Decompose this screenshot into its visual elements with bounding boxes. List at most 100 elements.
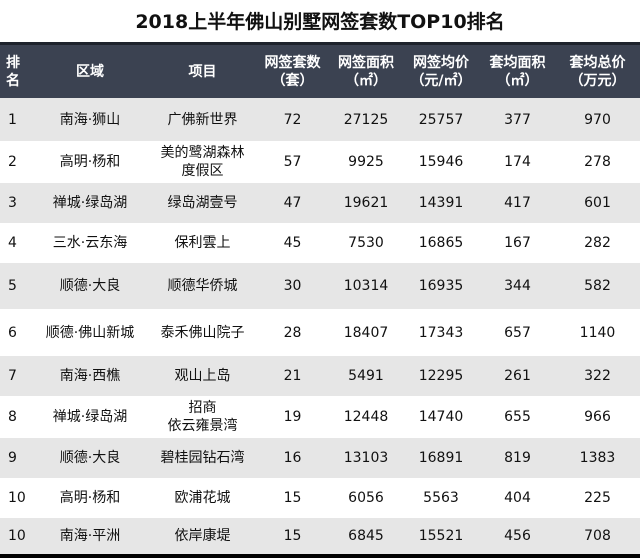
cell-units: 15 (255, 478, 330, 518)
cell-avg-area: 167 (480, 223, 555, 263)
cell-area: 禅城·绿岛湖 (30, 183, 150, 223)
cell-rank: 2 (0, 141, 30, 183)
header-text: 名 (6, 72, 20, 89)
header-text: 项目 (188, 63, 217, 80)
table-row: 9 顺德·大良 碧桂园钻石湾 16 13103 16891 819 1383 (0, 438, 640, 478)
cell-avg-area: 456 (480, 518, 555, 558)
header-text: 套均总价 (569, 54, 626, 71)
table-row: 1 南海·狮山 广佛新世界 72 27125 25757 377 970 (0, 98, 640, 141)
cell-project: 广佛新世界 (150, 98, 255, 141)
cell-rank: 9 (0, 438, 30, 478)
header-text: 网签面积 (338, 54, 394, 71)
cell-text: 观山上岛 (174, 368, 231, 384)
cell-rank: 1 (0, 98, 30, 141)
cell-sign-area: 13103 (330, 438, 402, 478)
cell-rank: 8 (0, 396, 30, 438)
header-row: 排名区域 项目 网签套数 （套） 网签面积 （㎡） 网签均价 （元/㎡） 套均面积 （㎡） 套均总价… (0, 42, 640, 98)
cell-units: 30 (255, 263, 330, 309)
header-text: （㎡） (345, 72, 387, 89)
cell-area: 高明·杨和 (30, 478, 150, 518)
header-text: 套均面积 (489, 54, 546, 71)
cell-area: 南海·西樵 (30, 356, 150, 396)
table-row: 6 顺德·佛山新城 泰禾佛山院子 28 18407 17343 657 1140 (0, 309, 640, 356)
cell-rank: 10 (0, 478, 30, 518)
header-sign-area: 网签面积 （㎡） (330, 42, 402, 98)
header-avg-area: 套均面积 （㎡） (480, 42, 555, 98)
cell-text: 依云雍景湾 (167, 418, 238, 434)
cell-project: 绿岛湖壹号 (150, 183, 255, 223)
header-text: （套） (271, 72, 314, 89)
cell-sign-area: 18407 (330, 309, 402, 356)
cell-avg-total: 708 (555, 518, 640, 558)
cell-project: 顺德华侨城 (150, 263, 255, 309)
cell-sign-area: 9925 (330, 141, 402, 183)
cell-project: 依岸康堤 (150, 518, 255, 558)
cell-units: 72 (255, 98, 330, 141)
header-text: 网签套数 (264, 54, 321, 71)
cell-units: 19 (255, 396, 330, 438)
page-title: 2018上半年佛山别墅网签套数TOP10排名 (135, 11, 505, 33)
cell-text: 依岸康堤 (174, 528, 231, 544)
cell-avg-total: 322 (555, 356, 640, 396)
cell-avg-area: 657 (480, 309, 555, 356)
cell-project: 保利雲上 (150, 223, 255, 263)
header-text: 区域 (76, 63, 104, 80)
cell-avg-price: 15946 (402, 141, 480, 183)
cell-sign-area: 12448 (330, 396, 402, 438)
cell-avg-price: 16935 (402, 263, 480, 309)
cell-avg-total: 966 (555, 396, 640, 438)
table-row: 2 高明·杨和 美的鹭湖森林 度假区 57 9925 15946 174 278 (0, 141, 640, 183)
cell-project: 欧浦花城 (150, 478, 255, 518)
cell-units: 47 (255, 183, 330, 223)
cell-avg-area: 261 (480, 356, 555, 396)
cell-units: 16 (255, 438, 330, 478)
table-row: 10 高明·杨和 欧浦花城 15 6056 5563 404 225 (0, 478, 640, 518)
cell-avg-area: 174 (480, 141, 555, 183)
cell-text: 顺德华侨城 (167, 278, 238, 294)
cell-rank: 6 (0, 309, 30, 356)
table-row: 7 南海·西樵 观山上岛 21 5491 12295 261 322 (0, 356, 640, 396)
cell-units: 15 (255, 518, 330, 558)
table-row: 3 禅城·绿岛湖 绿岛湖壹号 47 19621 14391 417 601 (0, 183, 640, 223)
cell-units: 21 (255, 356, 330, 396)
cell-text: 度假区 (181, 163, 224, 179)
cell-project: 泰禾佛山院子 (150, 309, 255, 356)
cell-text: 广佛新世界 (167, 111, 238, 128)
cell-units: 57 (255, 141, 330, 183)
cell-avg-area: 655 (480, 396, 555, 438)
cell-sign-area: 19621 (330, 183, 402, 223)
cell-rank: 3 (0, 183, 30, 223)
header-area: 区域 (30, 42, 150, 98)
header-project: 项目 (150, 42, 255, 98)
cell-rank: 7 (0, 356, 30, 396)
table-row: 5 顺德·大良 顺德华侨城 30 10314 16935 344 582 (0, 263, 640, 309)
cell-project: 招商 依云雍景湾 (150, 396, 255, 438)
cell-avg-area: 417 (480, 183, 555, 223)
cell-avg-total: 970 (555, 98, 640, 141)
cell-sign-area: 10314 (330, 263, 402, 309)
cell-avg-price: 17343 (402, 309, 480, 356)
cell-text: 招商 (188, 400, 217, 416)
cell-avg-price: 25757 (402, 98, 480, 141)
cell-avg-total: 1140 (555, 309, 640, 356)
cell-area: 禅城·绿岛湖 (30, 396, 150, 438)
cell-avg-price: 15521 (402, 518, 480, 558)
cell-area: 南海·狮山 (30, 98, 150, 141)
cell-sign-area: 6056 (330, 478, 402, 518)
cell-avg-total: 278 (555, 141, 640, 183)
cell-text: 美的鹭湖森林 (160, 145, 245, 161)
header-avg-price: 网签均价 （元/㎡） (402, 42, 480, 98)
cell-avg-total: 601 (555, 183, 640, 223)
cell-sign-area: 5491 (330, 356, 402, 396)
cell-project: 美的鹭湖森林 度假区 (150, 141, 255, 183)
cell-units: 45 (255, 223, 330, 263)
cell-avg-price: 14391 (402, 183, 480, 223)
header-text: （万元） (569, 72, 626, 89)
cell-units: 28 (255, 309, 330, 356)
cell-sign-area: 7530 (330, 223, 402, 263)
cell-area: 顺德·佛山新城 (30, 309, 150, 356)
cell-avg-total: 1383 (555, 438, 640, 478)
cell-area: 顺德·大良 (30, 438, 150, 478)
header-rank: 排名 (0, 42, 30, 98)
cell-area: 顺德·大良 (30, 263, 150, 309)
